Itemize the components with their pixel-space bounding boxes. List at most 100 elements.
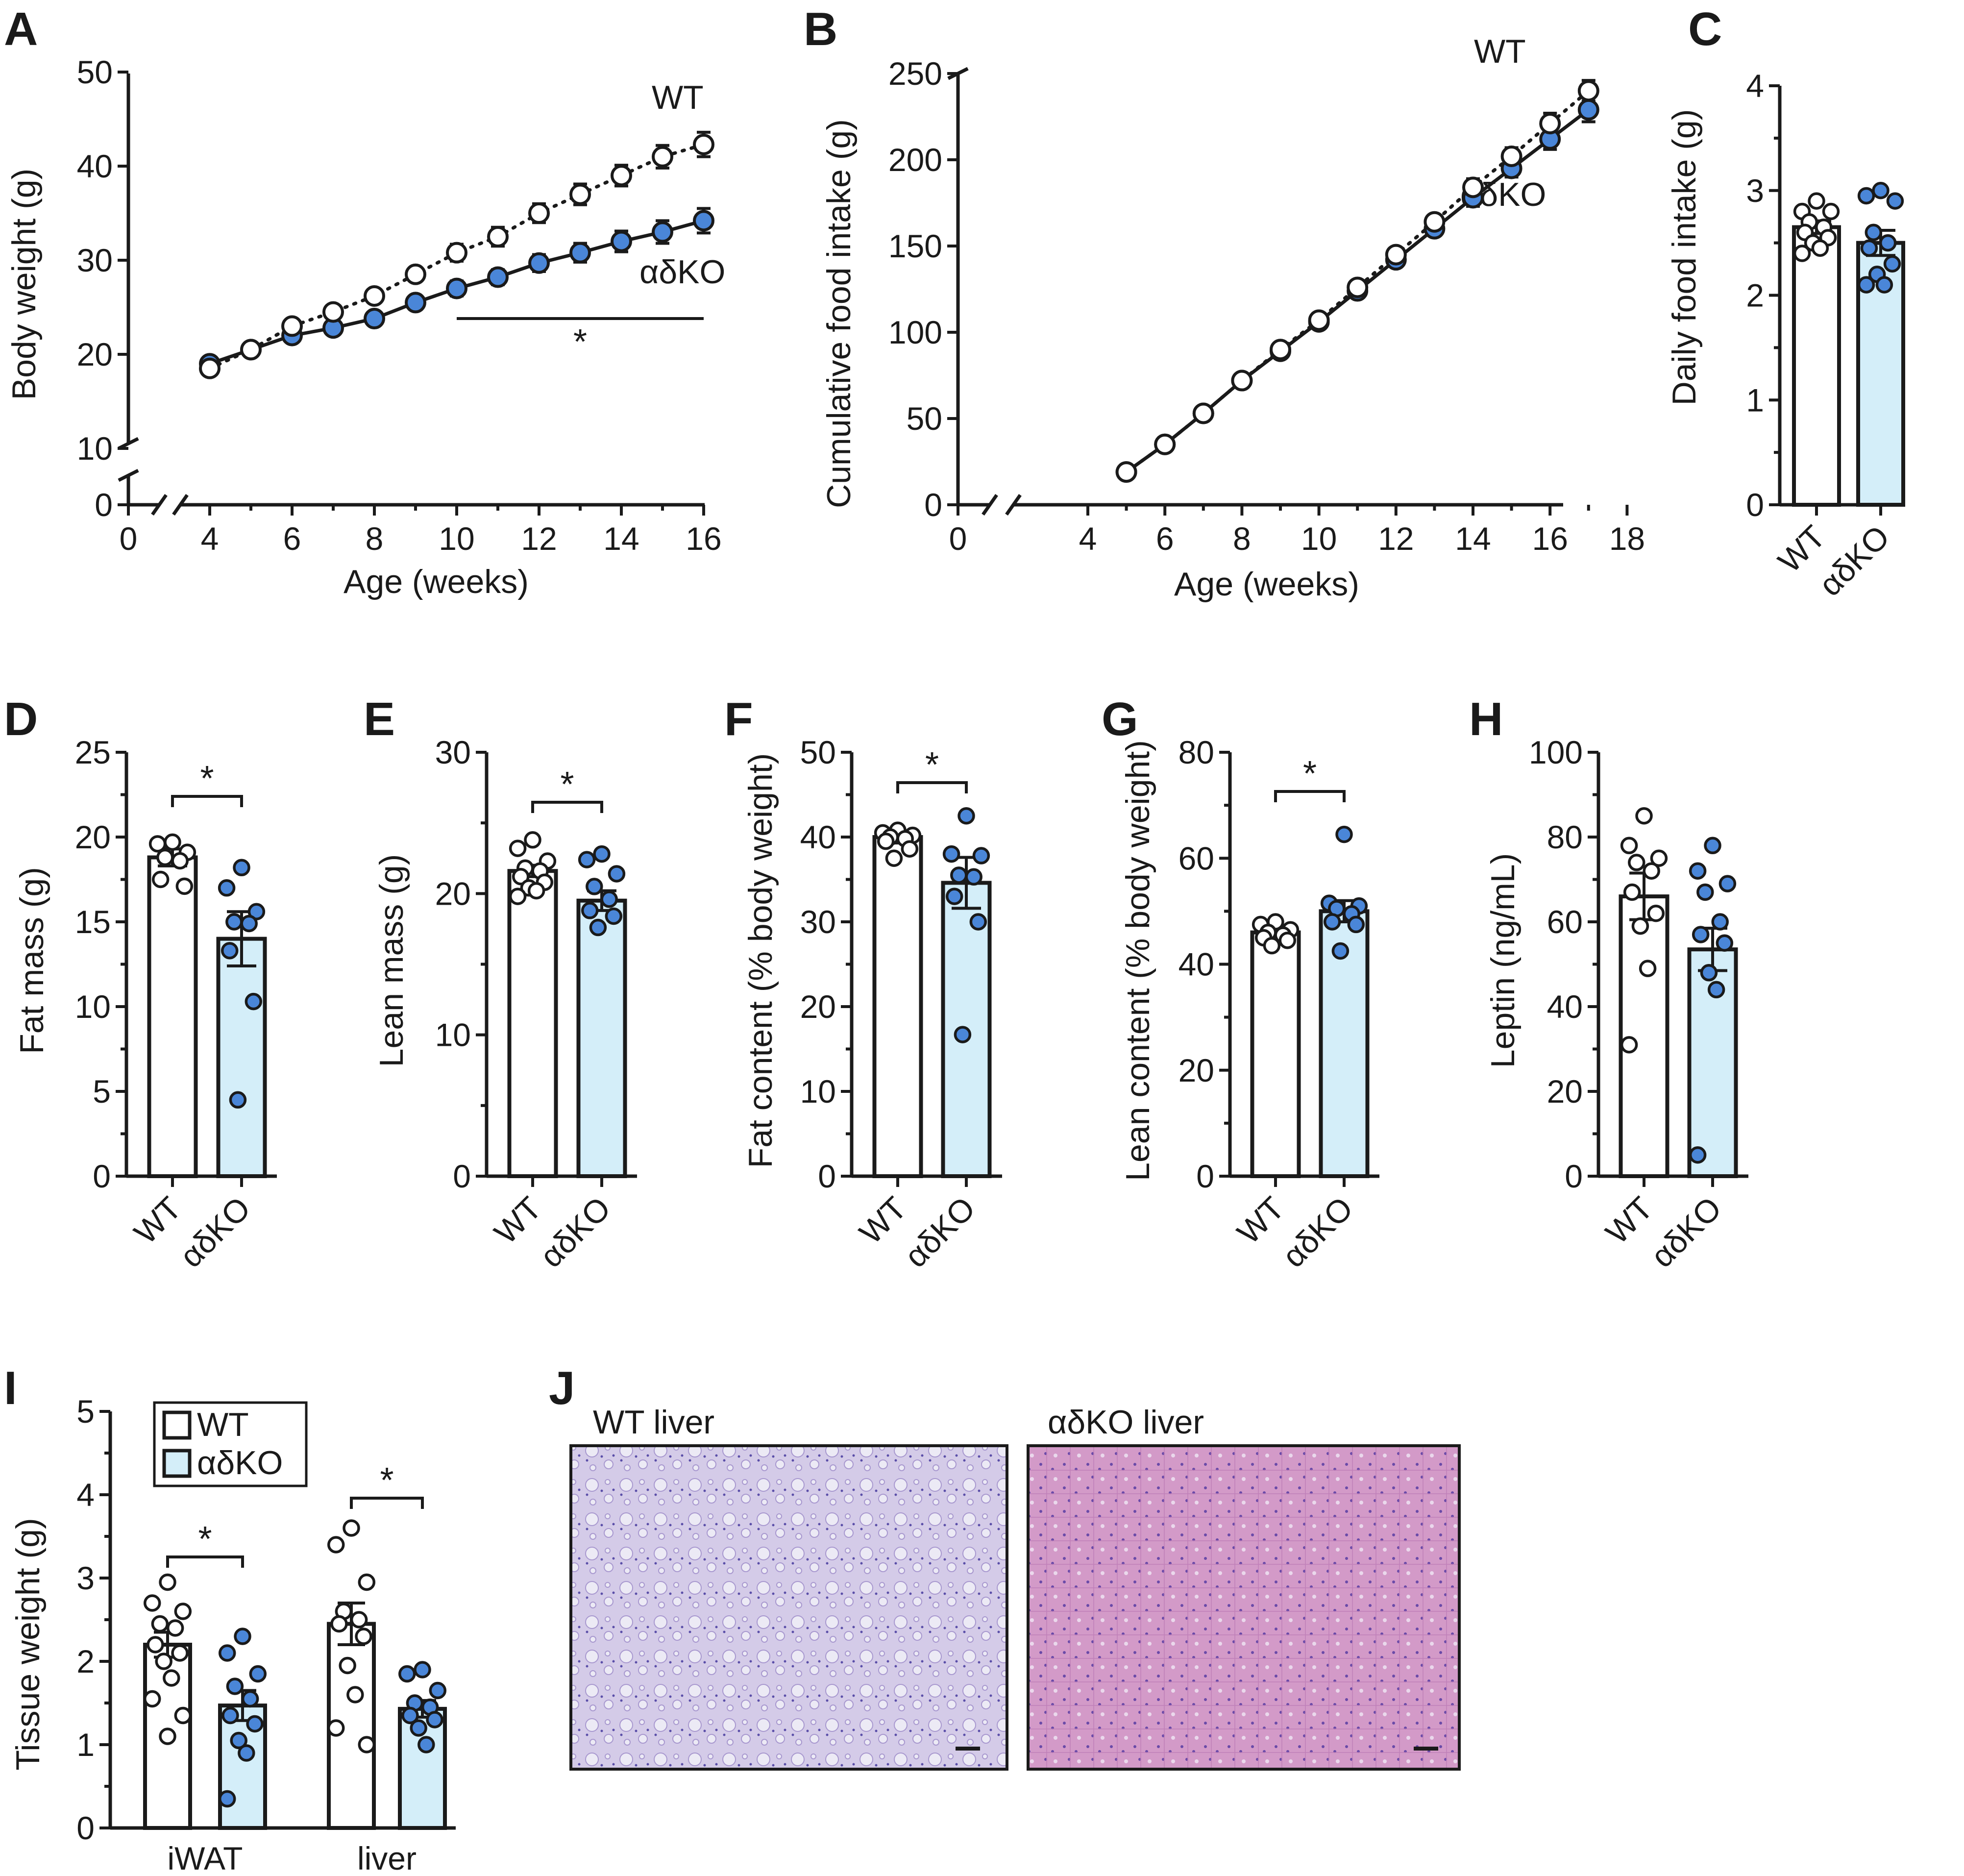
wt-data-point	[569, 183, 591, 205]
significance-bracket	[896, 781, 968, 793]
wt-data-point	[509, 839, 527, 857]
ko-data-point	[246, 1715, 264, 1733]
wt-bar	[147, 855, 198, 1178]
y-tick-label: 30	[800, 904, 836, 940]
wt-data-point	[1278, 932, 1297, 949]
wt-data-point	[164, 833, 181, 851]
panel-a-plot: 0 10 20 30 40 50 0 4 6 8 10 12 14 16 *	[77, 54, 722, 557]
wt-data-point	[155, 1653, 172, 1670]
wt-data-point	[1347, 276, 1369, 298]
ko-data-point	[586, 878, 603, 895]
y-tick-label: 100	[1529, 734, 1583, 770]
y-tick-label: 0	[93, 1158, 111, 1194]
ko-data-point	[528, 252, 550, 274]
x-axis-break-mark	[172, 494, 189, 516]
ko-data-point	[1689, 862, 1707, 880]
wt-data-point	[346, 1686, 364, 1703]
y-tick-label: 5	[76, 1393, 95, 1430]
x-tick-label: 4	[1079, 520, 1097, 557]
ko-data-point	[605, 907, 623, 925]
wt-data-point	[330, 1615, 348, 1633]
ko-data-point	[1716, 934, 1734, 952]
panel-label-j: J	[549, 1362, 575, 1414]
x-tick-label: 4	[201, 520, 219, 557]
y-tick-label: 0	[95, 487, 113, 523]
x-tick-label: 14	[603, 520, 639, 557]
panel-a-wt-label: WT	[652, 79, 704, 116]
ko-data-point	[398, 1665, 416, 1683]
y-tick-label: 25	[75, 734, 111, 770]
ko-data-point	[417, 1736, 435, 1753]
y-tick-label: 4	[1746, 68, 1764, 104]
wt-data-point	[1308, 309, 1330, 331]
y-tick-label: 100	[888, 314, 942, 350]
y-tick-label: 50	[77, 54, 113, 90]
y-tick-label: 0	[924, 487, 942, 523]
wt-bar	[872, 835, 923, 1178]
panel-label-g: G	[1102, 693, 1138, 745]
significance-bracket	[1274, 790, 1346, 802]
ko-data-point	[1335, 825, 1353, 843]
wt-data-point	[1635, 807, 1653, 825]
wt-data-point	[339, 1656, 356, 1675]
wt-data-point	[1620, 837, 1638, 855]
wt-data-point	[364, 285, 385, 307]
x-tick-label: 16	[686, 520, 721, 557]
ko-data-point	[225, 913, 243, 931]
wt-data-point	[901, 840, 919, 858]
wt-data-point	[1631, 917, 1649, 935]
x-tick-label: 18	[1609, 520, 1645, 557]
significance-star: *	[200, 759, 214, 798]
ko-data-point	[693, 210, 714, 232]
ko-data-point	[1707, 981, 1725, 999]
ko-data-point	[969, 913, 987, 931]
wt-data-point	[358, 1736, 376, 1753]
x-tick-label: 10	[439, 520, 474, 557]
ko-data-point	[247, 903, 266, 920]
ko-data-point	[218, 1644, 236, 1662]
ko-data-point	[249, 1665, 267, 1683]
x-tick-label: 0	[120, 520, 138, 557]
y-tick-label: 20	[1178, 1052, 1214, 1088]
significance-star: *	[925, 745, 939, 785]
wt-data-point	[327, 1536, 345, 1554]
wt-data-point	[147, 1636, 164, 1654]
panel-a-xlabel: Age (weeks)	[344, 563, 529, 600]
significance-star: *	[573, 322, 587, 362]
y-tick-label: 60	[1178, 840, 1214, 876]
panel-g-ylabel: Lean content (% body weight)	[1119, 740, 1156, 1181]
y-tick-label: 20	[435, 875, 471, 912]
y-tick-label: 60	[1547, 904, 1583, 940]
legend-label-ko: αδKO	[197, 1444, 283, 1481]
y-tick-label: 0	[818, 1158, 836, 1194]
ko-data-point	[221, 1706, 239, 1725]
ko-data-point	[221, 942, 239, 960]
y-tick-label: 200	[888, 142, 942, 178]
panel-label-e: E	[364, 693, 395, 745]
panel-a-ylabel: Body weight (g)	[5, 169, 43, 400]
y-tick-label: 0	[1196, 1158, 1214, 1194]
wt-data-point	[143, 1594, 161, 1612]
x-tick-label: 6	[1156, 520, 1174, 557]
bar-panel-ylabels: Daily food intake (g) Fat mass (g) Lean …	[9, 109, 1703, 1771]
ko-data-point	[241, 1690, 259, 1708]
panel-f-ylabel: Fat content (% body weight)	[742, 753, 779, 1168]
ko-data-point	[942, 845, 960, 863]
ko-bar	[576, 898, 627, 1178]
ko-data-point	[429, 1681, 447, 1700]
ko-data-point	[1860, 239, 1878, 257]
panel-b-ylabel: Cumulative food intake (g)	[820, 119, 858, 508]
ko-data-point	[611, 230, 632, 252]
wt-data-point	[343, 1519, 360, 1537]
ko-data-point	[1718, 875, 1737, 892]
ko-data-point	[229, 1091, 247, 1109]
wt-data-point	[1650, 849, 1668, 867]
wt-data-point	[524, 831, 541, 849]
wt-data-point	[151, 1615, 169, 1633]
ko-data-point	[234, 1628, 251, 1645]
wt-data-point	[1115, 461, 1137, 483]
wt-data-point	[652, 146, 673, 168]
ko-data-point	[1692, 926, 1710, 943]
